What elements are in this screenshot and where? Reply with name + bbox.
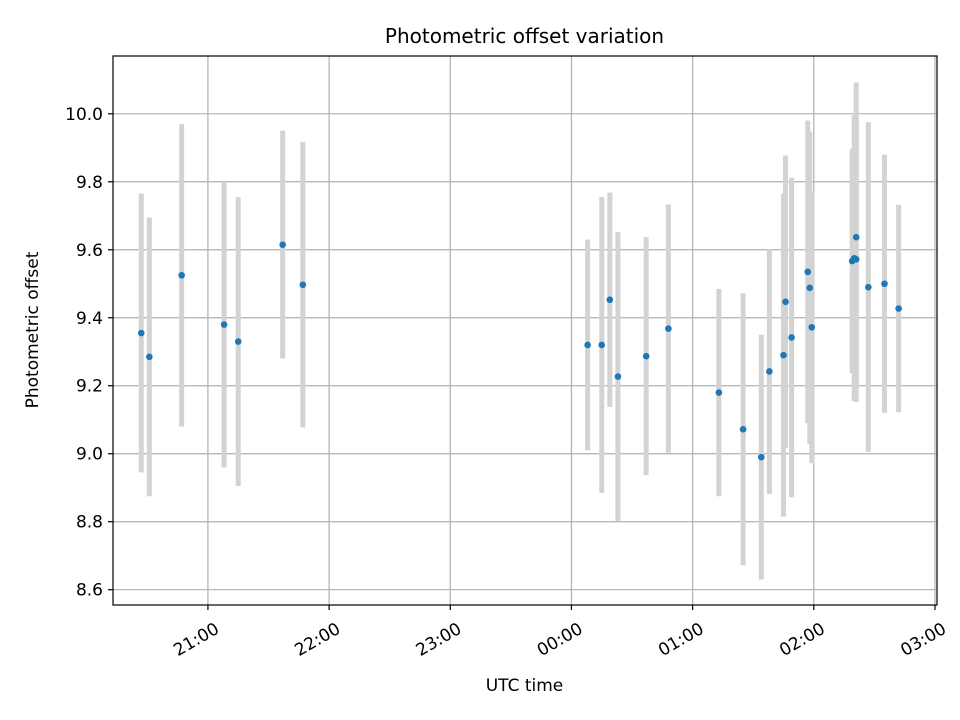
data-point: [234, 338, 242, 345]
data-point: [606, 296, 614, 304]
data-point: [780, 351, 787, 359]
y-tick-label: 8.6: [76, 581, 103, 601]
data-point: [614, 373, 622, 380]
plot-frame: [112, 55, 938, 606]
x-tick-label: 01:00: [655, 619, 707, 661]
data-point: [865, 283, 872, 291]
x-tick-label: 00:00: [534, 619, 586, 661]
y-tick-label: 9.8: [76, 173, 103, 193]
y-tick-label: 9.4: [76, 309, 103, 329]
y-tick-label: 9.0: [76, 445, 103, 465]
data-point: [279, 241, 286, 248]
data-point: [808, 323, 816, 331]
x-tick-label: 21:00: [170, 619, 222, 661]
x-tick-label: 22:00: [292, 619, 344, 661]
data-point: [852, 255, 860, 263]
data-point: [715, 389, 723, 396]
data-point: [146, 353, 153, 361]
y-axis-ticks: 8.6 8.8 9.0 9.2 9.4 9.6 9.8 10.0: [65, 105, 113, 601]
y-tick-label: 8.8: [76, 513, 103, 533]
data-point: [788, 334, 795, 341]
y-tick-label: 10.0: [65, 105, 103, 125]
data-point: [757, 453, 765, 461]
y-axis-title: Photometric offset: [23, 251, 43, 408]
x-tick-label: 02:00: [776, 619, 828, 661]
data-point: [137, 329, 145, 337]
y-tick-label: 9.2: [76, 377, 103, 397]
data-point: [804, 268, 812, 276]
data-point: [642, 352, 650, 360]
data-points: [137, 233, 902, 461]
y-tick-label: 9.6: [76, 241, 103, 261]
error-bars: [138, 82, 902, 580]
data-point: [782, 298, 789, 306]
data-point: [895, 305, 902, 312]
x-tick-label: 03:00: [897, 619, 949, 661]
data-point: [806, 284, 814, 292]
chart-title: Photometric offset variation: [385, 24, 664, 48]
data-point: [852, 233, 860, 241]
data-point: [766, 368, 773, 375]
x-tick-label: 23:00: [413, 619, 465, 661]
data-point: [584, 341, 591, 349]
data-point: [739, 425, 747, 433]
data-point: [299, 281, 307, 289]
x-axis-title: UTC time: [486, 676, 564, 696]
data-point: [178, 271, 185, 279]
data-point: [665, 325, 672, 332]
data-point: [598, 341, 606, 349]
x-axis-ticks: 21:00 22:00 23:00 00:00 01:00 02:00 03:00: [170, 605, 950, 661]
data-point: [881, 280, 888, 288]
data-point: [220, 321, 228, 328]
